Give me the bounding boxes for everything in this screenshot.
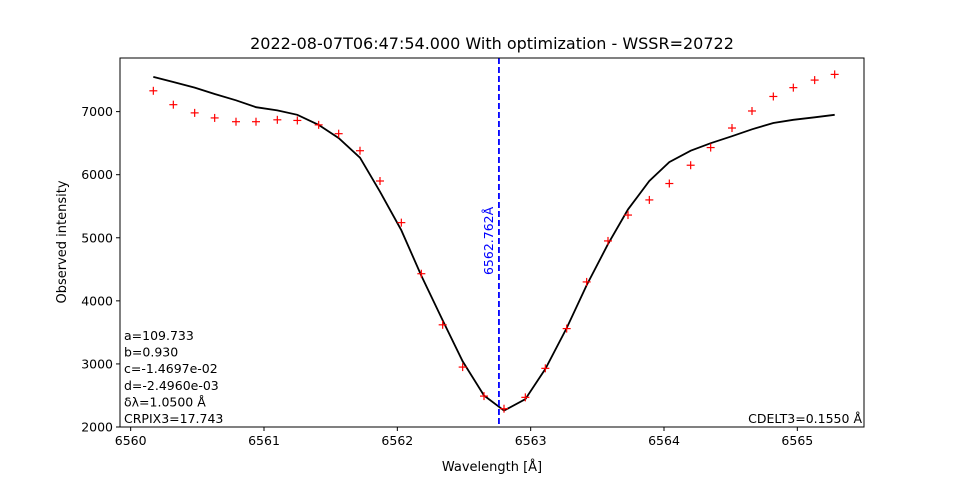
observed-point	[314, 120, 323, 129]
observed-point	[748, 106, 756, 115]
y-axis: 2000 3000 4000 5000 6000 7000	[81, 104, 120, 435]
x-tick-label: 6560	[115, 433, 147, 448]
observed-point	[706, 143, 715, 152]
plot-frame	[119, 57, 865, 428]
observed-point	[293, 116, 302, 125]
x-tick-label: 6561	[248, 433, 280, 448]
observed-point	[521, 393, 530, 402]
fit-parameter-text: CRPIX3=17.743	[124, 411, 223, 426]
x-tick-label: 6565	[781, 433, 813, 448]
y-tick-label: 2000	[81, 420, 113, 435]
observed-point	[397, 218, 406, 227]
observed-point	[582, 277, 591, 286]
plot-marks	[149, 58, 839, 427]
fit-parameter-text: d=-2.4960e-03	[124, 378, 219, 393]
x-tick-label: 6562	[381, 433, 413, 448]
observed-point	[769, 92, 778, 101]
observed-point	[541, 364, 550, 373]
observed-point	[438, 320, 447, 329]
y-tick-label: 7000	[81, 104, 113, 119]
observed-point	[376, 177, 384, 185]
observed-point	[417, 269, 426, 278]
model-fit-line	[153, 76, 835, 412]
cdelt3-annotation: CDELT3=0.1550 Å	[748, 411, 862, 426]
x-tick-label: 6563	[515, 433, 547, 448]
fit-parameter-text: b=0.930	[124, 345, 178, 360]
observed-point	[624, 211, 632, 220]
y-tick-label: 5000	[81, 230, 113, 245]
observed-point	[789, 83, 798, 92]
observed-point	[665, 179, 674, 188]
observed-point	[169, 100, 178, 109]
observed-point	[830, 70, 839, 79]
x-tick-label: 6564	[648, 433, 680, 448]
x-axis-label: Wavelength [Å]	[442, 459, 542, 475]
observed-point	[273, 115, 282, 124]
y-tick-label: 4000	[81, 293, 113, 308]
observed-point	[604, 236, 612, 245]
fit-parameter-text: δλ=1.0500 Å	[124, 394, 206, 409]
observed-point	[645, 195, 654, 204]
center-wavelength-label: 6562.762Å	[481, 206, 496, 275]
observed-point	[686, 161, 695, 170]
fit-parameter-text: a=109.733	[124, 328, 194, 343]
observed-point	[458, 363, 467, 372]
observed-point	[356, 146, 364, 155]
observed-point	[480, 392, 488, 401]
y-tick-label: 3000	[81, 356, 113, 371]
x-axis: 6560 6561 6562 6563 6564 6565	[115, 427, 813, 448]
observed-point	[562, 324, 571, 333]
observed-point	[149, 86, 158, 95]
observed-point	[334, 129, 343, 138]
chart-title: 2022-08-07T06:47:54.000 With optimizatio…	[250, 34, 734, 53]
observed-point	[500, 404, 508, 413]
observed-point	[810, 76, 819, 85]
y-tick-label: 6000	[81, 167, 113, 182]
fit-parameter-text: c=-1.4697e-02	[124, 361, 218, 376]
observed-point	[190, 108, 199, 117]
y-axis-label: Observed intensity	[55, 180, 70, 303]
observed-point	[728, 124, 736, 133]
observed-point	[210, 113, 219, 122]
observed-point	[252, 117, 260, 126]
observed-point	[232, 117, 240, 126]
